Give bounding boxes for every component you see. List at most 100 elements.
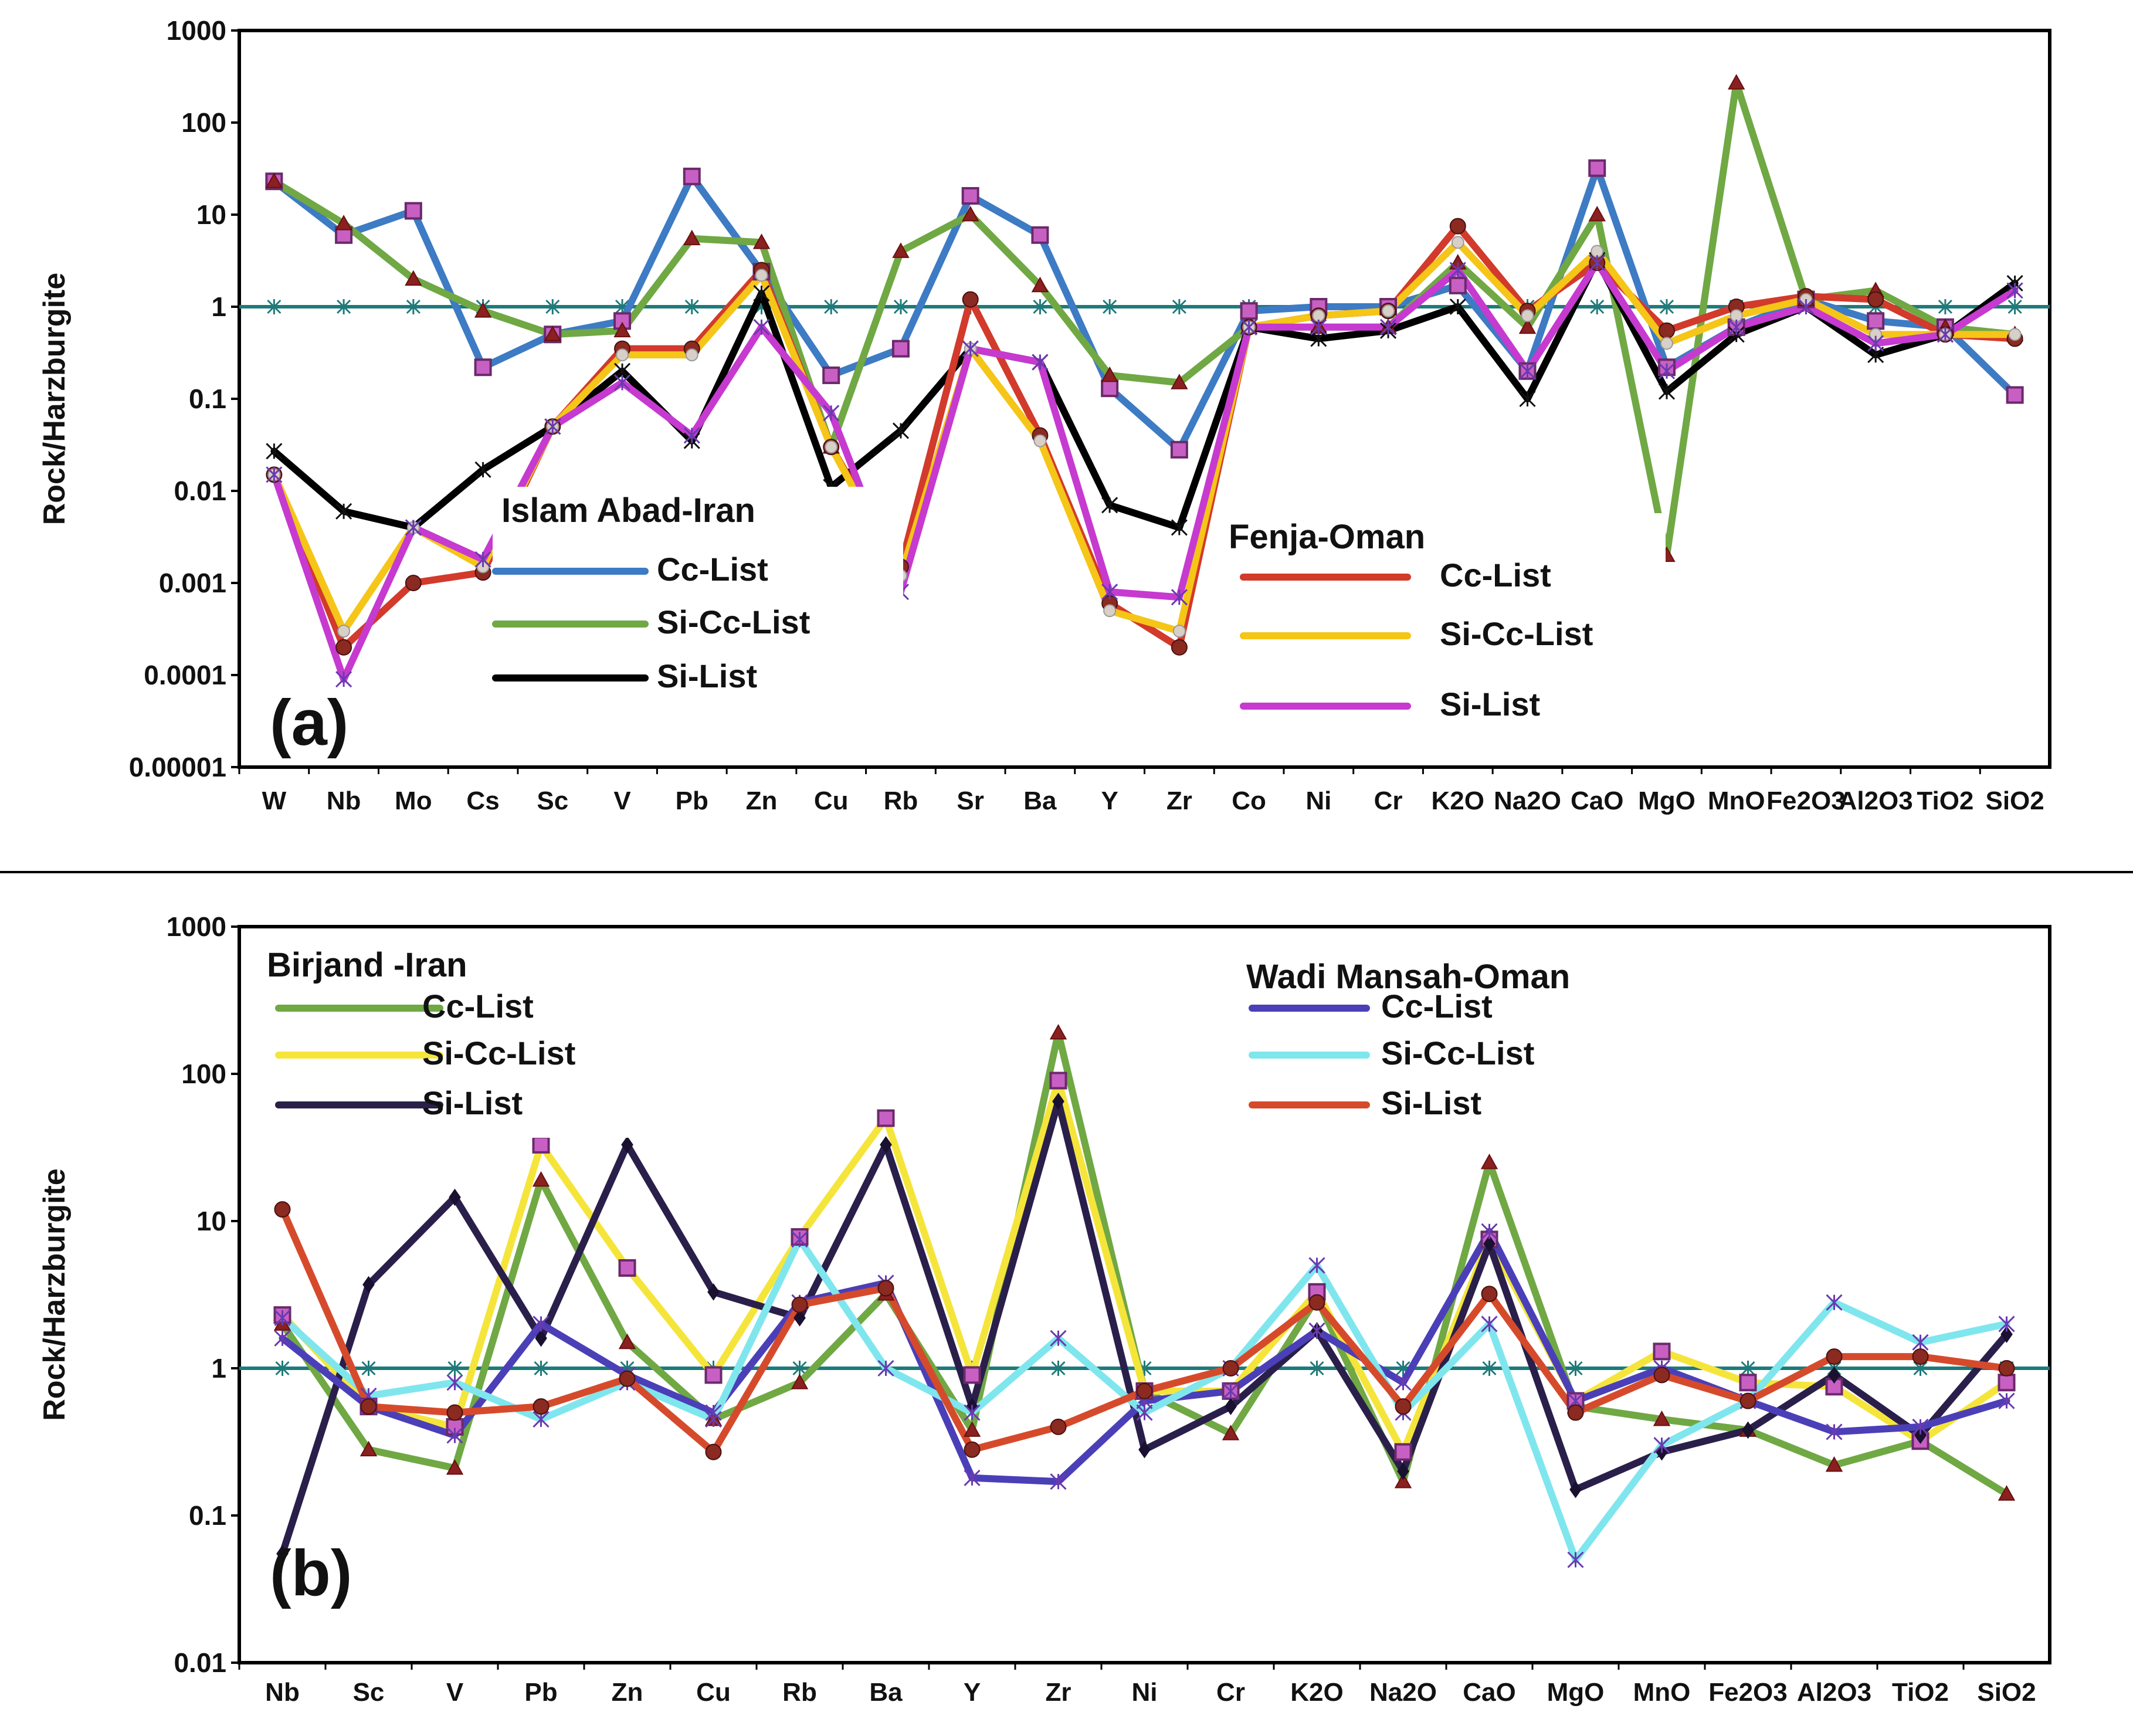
data-point <box>964 1441 981 1458</box>
data-point <box>266 466 283 483</box>
x-tick-label: Nb <box>327 786 361 815</box>
x-tick-label: CaO <box>1571 786 1623 815</box>
data-point <box>1567 1551 1584 1568</box>
legend-title: Islam Abad-Iran <box>501 491 755 530</box>
data-point <box>2008 328 2022 341</box>
data-point <box>1050 1330 1067 1347</box>
data-point <box>619 1370 636 1387</box>
data-point <box>961 205 979 222</box>
data-point <box>892 422 910 439</box>
data-point <box>360 1440 378 1457</box>
data-point <box>705 1410 722 1428</box>
panel-label: (a) <box>270 687 348 759</box>
legend-label: Cc-List <box>422 988 534 1025</box>
data-point <box>1449 276 1467 294</box>
legend-label: Si-Cc-List <box>1440 615 1593 652</box>
x-tick-label: Sr <box>957 786 984 815</box>
data-point <box>880 1136 892 1154</box>
data-point <box>533 1398 550 1415</box>
data-point <box>535 1330 547 1347</box>
data-point <box>1222 1360 1239 1376</box>
data-point <box>1912 1348 1929 1365</box>
reference-marker <box>1590 299 1605 314</box>
data-point <box>1308 1294 1325 1311</box>
data-point <box>274 1309 291 1327</box>
data-point <box>266 443 283 460</box>
y-tick-label: 0.1 <box>189 1500 226 1531</box>
data-point <box>1449 218 1466 235</box>
data-point <box>1653 1410 1671 1426</box>
data-point <box>1998 1485 2016 1501</box>
x-tick-label: MnO <box>1708 786 1765 815</box>
data-point <box>337 625 351 638</box>
data-point <box>613 374 631 391</box>
x-tick-label: Na2O <box>1494 786 1561 815</box>
data-point <box>1394 1473 1412 1489</box>
data-point <box>1480 1154 1498 1169</box>
data-point <box>1653 1437 1670 1454</box>
data-point <box>1101 584 1118 601</box>
data-point <box>1742 1421 1754 1439</box>
legend-label: Si-Cc-List <box>657 603 810 640</box>
data-point <box>1031 226 1049 244</box>
reference-marker <box>406 299 421 314</box>
data-point <box>1103 604 1117 618</box>
data-point <box>683 427 700 444</box>
data-point <box>1171 374 1188 389</box>
data-point <box>1397 1462 1409 1480</box>
data-point <box>1171 639 1188 656</box>
data-point <box>1222 1382 1239 1399</box>
data-point <box>1914 1426 1927 1445</box>
reference-marker <box>893 299 908 314</box>
data-point <box>618 1333 636 1350</box>
data-point <box>335 503 352 520</box>
data-point <box>1825 1456 1843 1472</box>
reference-marker <box>792 1361 807 1376</box>
series-line <box>270 259 2019 683</box>
data-point <box>532 1171 550 1187</box>
legend-label: Cc-List <box>657 551 768 588</box>
data-point <box>335 671 352 688</box>
data-point <box>791 1296 808 1313</box>
x-tick-label: V <box>446 1678 464 1707</box>
data-point <box>405 270 422 286</box>
reference-marker <box>1659 299 1674 314</box>
y-axis-label: Rock/Harzburgite <box>38 1168 72 1421</box>
reference-marker <box>1172 299 1186 314</box>
x-tick-label: Y <box>964 1678 981 1707</box>
data-point <box>274 1201 291 1218</box>
x-tick-label: SiO2 <box>1977 1678 2036 1707</box>
data-point <box>1481 1223 1498 1240</box>
data-point <box>891 340 910 358</box>
data-point <box>446 1374 463 1391</box>
data-point <box>704 1366 723 1384</box>
legend-background <box>493 487 903 711</box>
x-tick-label: Zr <box>1166 786 1192 815</box>
data-point <box>1310 318 1327 335</box>
data-point <box>1588 159 1606 177</box>
legend-label: Cc-List <box>1381 988 1493 1025</box>
data-point <box>1101 497 1118 514</box>
y-tick-label: 10 <box>196 199 226 230</box>
data-point <box>1912 1334 1929 1351</box>
x-tick-label: Ni <box>1132 1678 1158 1707</box>
data-point <box>877 1359 894 1377</box>
x-tick-label: V <box>613 786 631 815</box>
data-point <box>964 1404 981 1421</box>
data-point <box>532 1135 550 1154</box>
x-tick-label: Ba <box>1023 786 1057 815</box>
legend-background <box>1220 513 1666 739</box>
data-point <box>446 1427 463 1444</box>
reference-marker <box>534 1361 548 1376</box>
data-point <box>877 1280 894 1297</box>
x-tick-label: Fe2O3 <box>1766 786 1846 815</box>
data-point <box>335 639 352 656</box>
data-point <box>1451 236 1464 249</box>
y-tick-label: 10 <box>196 1206 226 1236</box>
data-point <box>613 321 631 338</box>
data-point <box>335 215 352 230</box>
y-tick-label: 0.01 <box>174 1647 226 1678</box>
data-point <box>1101 379 1119 398</box>
data-point <box>962 340 979 357</box>
data-point <box>1658 362 1676 379</box>
